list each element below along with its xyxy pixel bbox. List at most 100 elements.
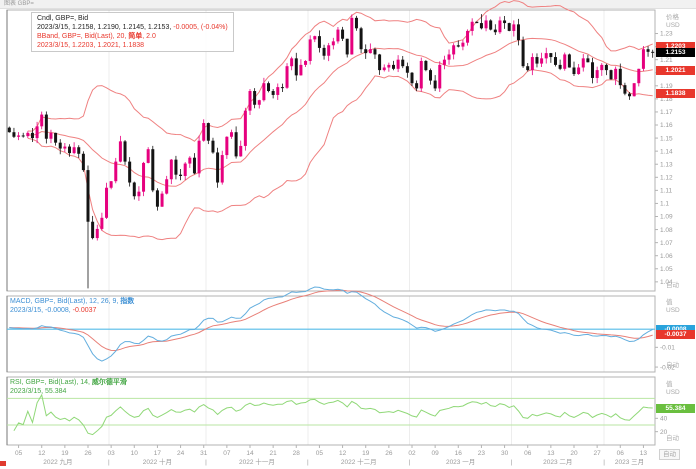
x-month-label: 2022 十二月: [341, 457, 377, 466]
macd-legend: MACD, GBP=, Bid(Last), 12, 26, 9, 指数 202…: [10, 297, 134, 315]
rsi-axis-auto-toggle[interactable]: 自动: [666, 435, 679, 442]
badge-last-price: 1.2153: [656, 48, 695, 58]
candle-change-values: -0.0005, (-0.04%): [171, 24, 228, 31]
x-tick-day-label: 09: [432, 450, 440, 457]
candle-body: [549, 53, 553, 58]
candle-body: [535, 57, 539, 64]
y-tick-label: 1.11: [660, 188, 673, 195]
x-tick-day-label: 21: [270, 450, 278, 457]
bband-ma-type-button[interactable]: 简单: [128, 33, 143, 40]
candle-body: [433, 80, 437, 89]
candle-body: [234, 132, 238, 157]
x-tick-day-label: 16: [455, 450, 463, 457]
candle-body: [618, 68, 622, 86]
candle-body: [614, 68, 618, 80]
x-axis-auto-toggle[interactable]: 自动: [659, 449, 680, 460]
candle-body: [521, 40, 525, 67]
macd-axis-auto-toggle[interactable]: 自动: [666, 362, 679, 369]
candle-body: [151, 149, 155, 191]
x-tick-day-label: 14: [246, 450, 254, 457]
y-tick-label: 1.1: [660, 201, 669, 208]
candle-body: [146, 149, 150, 163]
x-tick-day-label: 12: [38, 450, 46, 457]
x-tick-day-label: 19: [61, 450, 69, 457]
candle-body: [628, 93, 632, 97]
rsi-series-label: RSI, GBP=, Bid(Last), 14,: [10, 379, 92, 386]
candle-body: [109, 181, 113, 188]
x-tick-day-label: 13: [547, 450, 555, 457]
candle-body: [419, 60, 423, 89]
candle-body: [507, 23, 511, 31]
candle-body: [160, 193, 164, 207]
candle-body: [220, 155, 224, 183]
candle-body: [128, 161, 132, 183]
candle-body: [359, 28, 363, 50]
candle-body: [493, 29, 497, 33]
candle-body: [67, 146, 71, 154]
candle-body: [466, 30, 470, 43]
candle-body: [364, 49, 368, 54]
badge-rsi-value: 55.384: [656, 403, 695, 413]
candle-body: [553, 57, 557, 65]
x-month-label: 2023 一月: [446, 458, 475, 466]
x-month-label: 2022 九月: [43, 457, 72, 466]
candle-body: [595, 70, 599, 78]
candle-body: [63, 146, 67, 149]
candle-body: [216, 152, 220, 183]
candle-body: [188, 157, 192, 164]
window-titlebar: 图表 GBP=: [0, 0, 696, 9]
candle-body: [456, 45, 460, 47]
x-tick-day-label: 20: [570, 450, 578, 457]
y-tick-label: 40: [660, 416, 668, 423]
month-separator: |: [108, 459, 110, 466]
x-tick-day-label: 06: [524, 450, 532, 457]
price-axis-auto-toggle[interactable]: 自动: [666, 282, 679, 289]
candle-body: [530, 57, 534, 71]
candle-body: [95, 228, 99, 239]
candle-body: [17, 135, 21, 137]
candle-body: [373, 49, 377, 55]
candle-body: [91, 221, 95, 239]
candle-body: [498, 20, 502, 33]
x-tick-day-label: 30: [501, 450, 509, 457]
candle-body: [192, 157, 196, 174]
x-tick-day-label: 10: [131, 450, 139, 457]
y-tick-label: 20: [660, 429, 668, 436]
candle-body: [641, 49, 645, 69]
candle-body: [516, 24, 520, 41]
candle-body: [600, 64, 604, 71]
logo-fragment: [0, 461, 6, 466]
candle-body: [285, 66, 289, 88]
badge-bband-middle: 1.2021: [656, 65, 695, 75]
y-tick-label: 1.09: [660, 214, 673, 221]
y-tick-label: -0.01: [660, 345, 675, 352]
x-tick-day-label: 07: [223, 450, 231, 457]
candle-body: [544, 53, 548, 59]
macd-values: 2023/3/15, -0.0008,: [10, 307, 71, 314]
candle-body: [452, 45, 456, 55]
candle-body: [206, 123, 210, 141]
badge-macd-signal: -0.0037: [656, 330, 695, 340]
y-tick-label: 1.04: [660, 279, 673, 286]
candle-body: [604, 64, 608, 71]
candle-body: [563, 54, 567, 69]
y-tick-label: 1.17: [660, 109, 673, 116]
candle-body: [341, 29, 345, 39]
candle-body: [21, 135, 25, 137]
candle-body: [577, 67, 581, 75]
candle-ohlc-values: 2023/3/15, 1.2158, 1.2190, 1.2145, 1.215…: [37, 24, 172, 31]
candle-body: [290, 58, 294, 67]
candle-body: [609, 70, 613, 80]
candle-body: [155, 190, 159, 207]
y-tick-label: -0.02: [660, 364, 675, 371]
macd-series-label: MACD, GBP=, Bid(Last), 12, 26, 9,: [10, 298, 121, 305]
rsi-smoothing-button[interactable]: 威尔德平滑: [91, 379, 127, 386]
candle-series-label: Cndl, GBP=, Bid: [37, 15, 89, 22]
y-tick-label: 1.19: [660, 83, 673, 90]
candle-body: [586, 58, 590, 63]
macd-ma-type-button[interactable]: 指数: [120, 298, 135, 305]
macd-axis-unit: 值 USD: [666, 299, 680, 314]
candle-body: [105, 187, 109, 218]
